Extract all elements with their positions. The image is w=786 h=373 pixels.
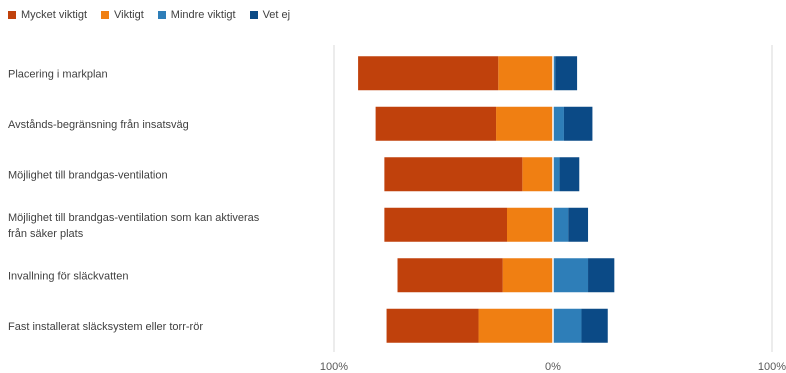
bar-segment — [553, 106, 564, 141]
bar-segment — [375, 106, 497, 141]
legend-swatch — [101, 11, 110, 19]
bar-segment — [559, 157, 580, 192]
x-tick-label: 100% — [320, 361, 348, 373]
legend-label: Mindre viktigt — [170, 9, 236, 21]
category-label: Invallning för släckvatten — [8, 270, 128, 282]
legend-swatch — [249, 11, 258, 19]
bar-segment — [581, 308, 608, 343]
bar-segment — [384, 157, 523, 192]
category-label: Placering i markplan — [8, 68, 108, 80]
legend-item: Viktigt — [101, 9, 144, 21]
bar-segment — [568, 207, 589, 242]
bar-segment — [507, 207, 553, 242]
category-label: Möjlighet till brandgas-ventilation — [8, 169, 168, 181]
legend-swatch — [157, 11, 166, 19]
bar-segment — [496, 106, 553, 141]
category-label: Avstånds-begränsning från insatsväg — [8, 119, 189, 131]
legend-item: Mycket viktigt — [8, 9, 87, 21]
bar-segment — [553, 207, 569, 242]
category-label: Möjlighet till brandgas-ventilation som … — [8, 212, 260, 224]
legend-label: Mycket viktigt — [21, 9, 88, 21]
bar-segment — [502, 258, 553, 293]
legend-swatch — [8, 11, 16, 19]
bar-segment — [522, 157, 553, 192]
legend-item: Vet ej — [249, 9, 291, 21]
legend-label: Viktigt — [114, 9, 144, 21]
bar-segment — [553, 157, 560, 192]
legend-label: Vet ej — [262, 9, 291, 21]
category-label: från säker plats — [8, 228, 84, 240]
bar-segment — [563, 106, 593, 141]
bar-segment — [386, 308, 479, 343]
bar-segment — [553, 308, 582, 343]
legend: Mycket viktigt Viktigt Mindre viktigt Vet e… — [8, 9, 290, 21]
bar-segment — [397, 258, 503, 293]
category-label: Fast installerat släcksystem eller torr-… — [8, 321, 203, 333]
bar-segment — [498, 56, 553, 91]
bar-segment — [358, 56, 499, 91]
bar-segment — [553, 56, 556, 91]
legend-item: Mindre viktigt — [157, 9, 236, 21]
bar-segment — [384, 207, 508, 242]
x-tick-label: 100% — [758, 361, 786, 373]
bar-segment — [555, 56, 578, 91]
bar-segment — [588, 258, 615, 293]
x-tick-label: 0% — [545, 361, 561, 373]
bar-segment — [553, 258, 589, 293]
bar-segment — [478, 308, 553, 343]
